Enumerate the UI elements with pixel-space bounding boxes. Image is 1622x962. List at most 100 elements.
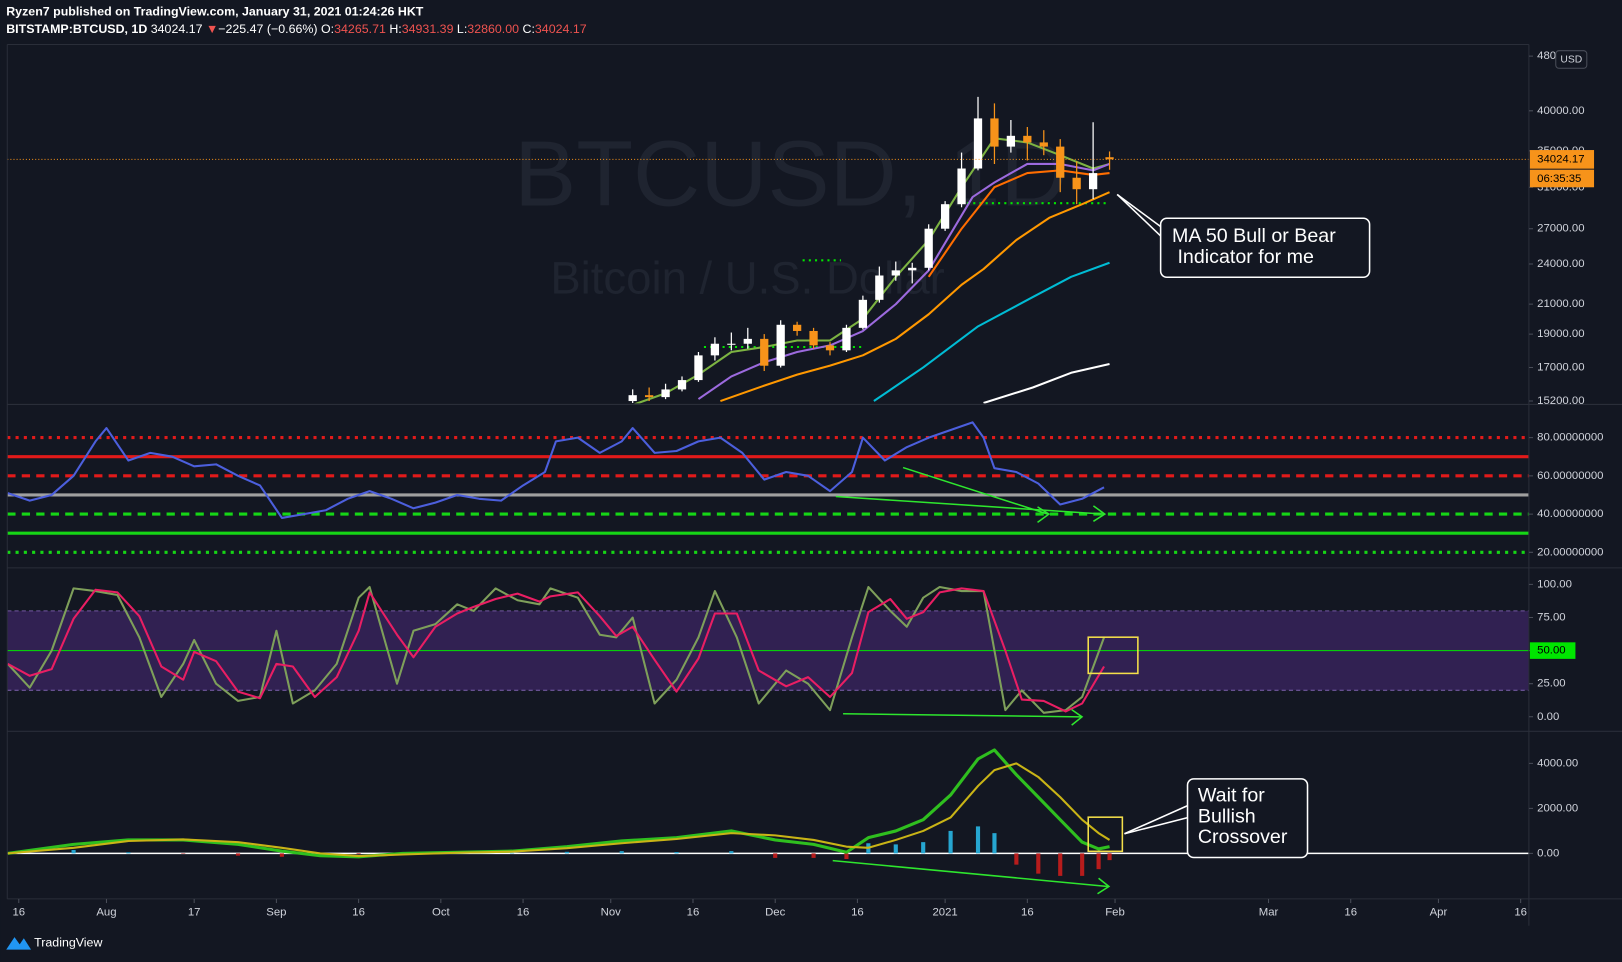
candle-body bbox=[825, 345, 835, 351]
indicator-line bbox=[983, 363, 1110, 404]
x-tick-label: Aug bbox=[96, 906, 116, 918]
ohlc-value: 32860.00 bbox=[467, 22, 519, 36]
price-axis: 100.00 75.00 50.00 25.00 0.00 bbox=[1528, 578, 1576, 723]
histogram-bar bbox=[1036, 853, 1041, 874]
indicator-line bbox=[7, 762, 1111, 858]
indicator-line bbox=[7, 748, 1110, 859]
histogram-bar bbox=[1080, 853, 1085, 876]
x-tick-label: Feb bbox=[1105, 906, 1125, 918]
candle-body bbox=[727, 343, 736, 345]
candle-body bbox=[743, 338, 752, 344]
histogram-bar bbox=[1107, 853, 1112, 861]
change-arrow: ▼ bbox=[206, 22, 218, 36]
histogram-bar bbox=[975, 826, 981, 854]
y-tick-label: 40000.00 bbox=[1537, 105, 1584, 117]
callout-box bbox=[1159, 217, 1371, 278]
logo-icon bbox=[6, 937, 32, 950]
candle-body bbox=[644, 395, 654, 398]
candle-body bbox=[957, 168, 966, 205]
candle-body bbox=[875, 275, 884, 300]
x-tick-label: Apr bbox=[1430, 906, 1448, 918]
x-tick-label: 16 bbox=[687, 906, 700, 918]
ohlc-value: 34931.39 bbox=[402, 22, 454, 36]
highlight-box bbox=[1087, 636, 1139, 675]
x-tick-label: 16 bbox=[12, 906, 25, 918]
axes: 16 Aug 17 Sep 16 Oct 16 Nov 16 Dec 16 2021 16 Feb Mar 1… bbox=[12, 50, 1603, 918]
candle-body bbox=[661, 389, 670, 398]
candle-body bbox=[694, 355, 703, 381]
histogram-bar bbox=[126, 852, 131, 854]
histogram-bar bbox=[279, 853, 284, 857]
price-axis: 4000.00 2000.00 0.00 bbox=[1528, 757, 1578, 859]
candle-body bbox=[628, 395, 637, 402]
candle-body bbox=[1039, 142, 1048, 147]
histogram-bar bbox=[729, 851, 734, 854]
candle-body bbox=[1006, 135, 1016, 147]
indicator-line bbox=[697, 162, 1110, 400]
x-tick-label: Nov bbox=[601, 906, 622, 918]
y-tick-label: 60.00000000 bbox=[1537, 470, 1603, 482]
arrow bbox=[843, 712, 1081, 718]
candle-body bbox=[940, 204, 950, 229]
x-tick-label: 16 bbox=[352, 906, 365, 918]
ohlc-value: 34024.17 bbox=[535, 22, 587, 36]
drawings bbox=[832, 193, 1371, 895]
symbol: BITSTAMP:BTCUSD, 1D bbox=[6, 22, 147, 36]
x-tick-label: Sep bbox=[266, 906, 286, 918]
x-tick-label: Dec bbox=[765, 906, 786, 918]
candle-body bbox=[1072, 177, 1081, 190]
panel bbox=[7, 96, 1529, 404]
y-tick-label: 25.00 bbox=[1537, 678, 1565, 690]
candle-body bbox=[792, 324, 802, 331]
callout-text: Bullish bbox=[1198, 805, 1256, 827]
y-tick-label: 100.00 bbox=[1537, 578, 1572, 590]
histogram-bar bbox=[674, 852, 679, 854]
arrow-head bbox=[1097, 877, 1111, 895]
candle-body bbox=[891, 270, 900, 276]
arrow-head bbox=[1092, 505, 1107, 522]
indicator-line bbox=[7, 587, 1105, 713]
candle-body bbox=[1056, 146, 1065, 178]
candle-body bbox=[677, 380, 687, 390]
x-tick-label: 2021 bbox=[932, 906, 957, 918]
candle-body bbox=[809, 330, 818, 346]
highlight-box bbox=[1087, 816, 1124, 853]
y-tick-label: 0.00 bbox=[1537, 711, 1559, 723]
last-price-badge bbox=[1529, 150, 1595, 169]
plots bbox=[7, 96, 1529, 876]
histogram-bar bbox=[356, 853, 361, 855]
y-tick-label: 50.00 bbox=[1537, 645, 1565, 657]
histogram-bar bbox=[619, 851, 624, 854]
callout-text: Wait for bbox=[1198, 785, 1265, 807]
arrow-head bbox=[1071, 708, 1084, 726]
y-tick-label: 0.00 bbox=[1537, 847, 1559, 859]
indicator-line bbox=[720, 191, 1110, 403]
candle-body bbox=[1105, 157, 1114, 160]
histogram-bar bbox=[235, 853, 241, 856]
y-tick-label: 15200.00 bbox=[1537, 395, 1584, 407]
indicator-line bbox=[7, 585, 1106, 714]
indicator-line bbox=[7, 421, 1105, 519]
callout-pointer bbox=[1116, 193, 1164, 239]
indicator-line bbox=[873, 261, 1110, 402]
countdown-badge bbox=[1529, 169, 1595, 188]
price: 34024.17 bbox=[151, 22, 203, 36]
x-tick-label: 16 bbox=[851, 906, 864, 918]
ohlc-value: 34265.71 bbox=[334, 22, 386, 36]
x-tick-label: Oct bbox=[432, 906, 451, 918]
panel bbox=[7, 421, 1529, 554]
y-tick-label: 20.00000000 bbox=[1537, 546, 1603, 558]
histogram-bar bbox=[844, 853, 849, 860]
x-tick-label: 16 bbox=[1021, 906, 1034, 918]
midline-label-bg bbox=[1529, 642, 1576, 659]
histogram-bar bbox=[773, 853, 778, 858]
candle-body bbox=[1023, 135, 1032, 143]
countdown-label: 06:35:35 bbox=[1537, 173, 1581, 185]
y-tick-label: 21000.00 bbox=[1537, 298, 1584, 310]
arrow bbox=[832, 859, 1108, 888]
callout-text: MA 50 Bull or Bear bbox=[1172, 225, 1336, 247]
histogram-bar bbox=[564, 851, 569, 854]
histogram-bar bbox=[921, 842, 926, 854]
y-tick-label: 24000.00 bbox=[1537, 258, 1584, 270]
